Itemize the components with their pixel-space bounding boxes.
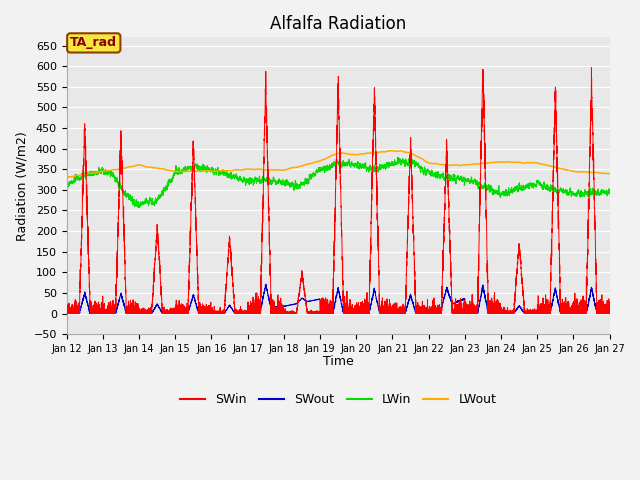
LWin (320, 167, 328, 172)
SWout (460, 297, 467, 302)
Title: Alfalfa Radiation: Alfalfa Radiation (270, 15, 406, 33)
Text: TA_rad: TA_rad (70, 36, 117, 49)
X-axis label: Time: Time (323, 355, 353, 368)
SWout (475, 304, 483, 310)
LWin (475, 180, 483, 186)
SWout (583, 307, 591, 312)
LWout (63, 174, 71, 180)
Line: LWin: LWin (67, 157, 610, 207)
Legend: SWin, SWout, LWin, LWout: SWin, SWout, LWin, LWout (175, 388, 501, 411)
SWout (247, 310, 255, 316)
SWin (583, 287, 591, 292)
LWout (248, 167, 255, 172)
LWout (475, 161, 483, 167)
LWin (135, 204, 143, 210)
LWout (583, 169, 591, 175)
SWout (606, 311, 614, 316)
Y-axis label: Radiation (W/m2): Radiation (W/m2) (15, 131, 28, 240)
SWin (63, 308, 70, 313)
Line: SWin: SWin (67, 68, 610, 313)
LWin (583, 189, 591, 195)
SWin (588, 65, 595, 71)
SWout (63, 311, 70, 316)
LWout (63, 174, 70, 180)
LWout (460, 162, 468, 168)
SWout (262, 281, 269, 287)
LWin (460, 177, 468, 182)
LWout (577, 169, 584, 175)
Line: SWout: SWout (67, 284, 610, 313)
LWin (63, 184, 70, 190)
Line: LWout: LWout (67, 151, 610, 177)
LWout (320, 156, 328, 162)
SWin (320, 311, 328, 316)
SWin (606, 311, 614, 316)
SWout (320, 311, 328, 316)
SWin (460, 309, 467, 314)
LWout (606, 170, 614, 176)
SWin (576, 311, 584, 316)
SWin (475, 244, 483, 250)
LWin (394, 155, 402, 160)
LWout (388, 148, 396, 154)
SWout (576, 311, 584, 316)
LWin (248, 178, 255, 184)
SWin (63, 311, 70, 316)
SWin (248, 311, 255, 316)
LWin (606, 187, 614, 192)
LWin (577, 193, 584, 199)
